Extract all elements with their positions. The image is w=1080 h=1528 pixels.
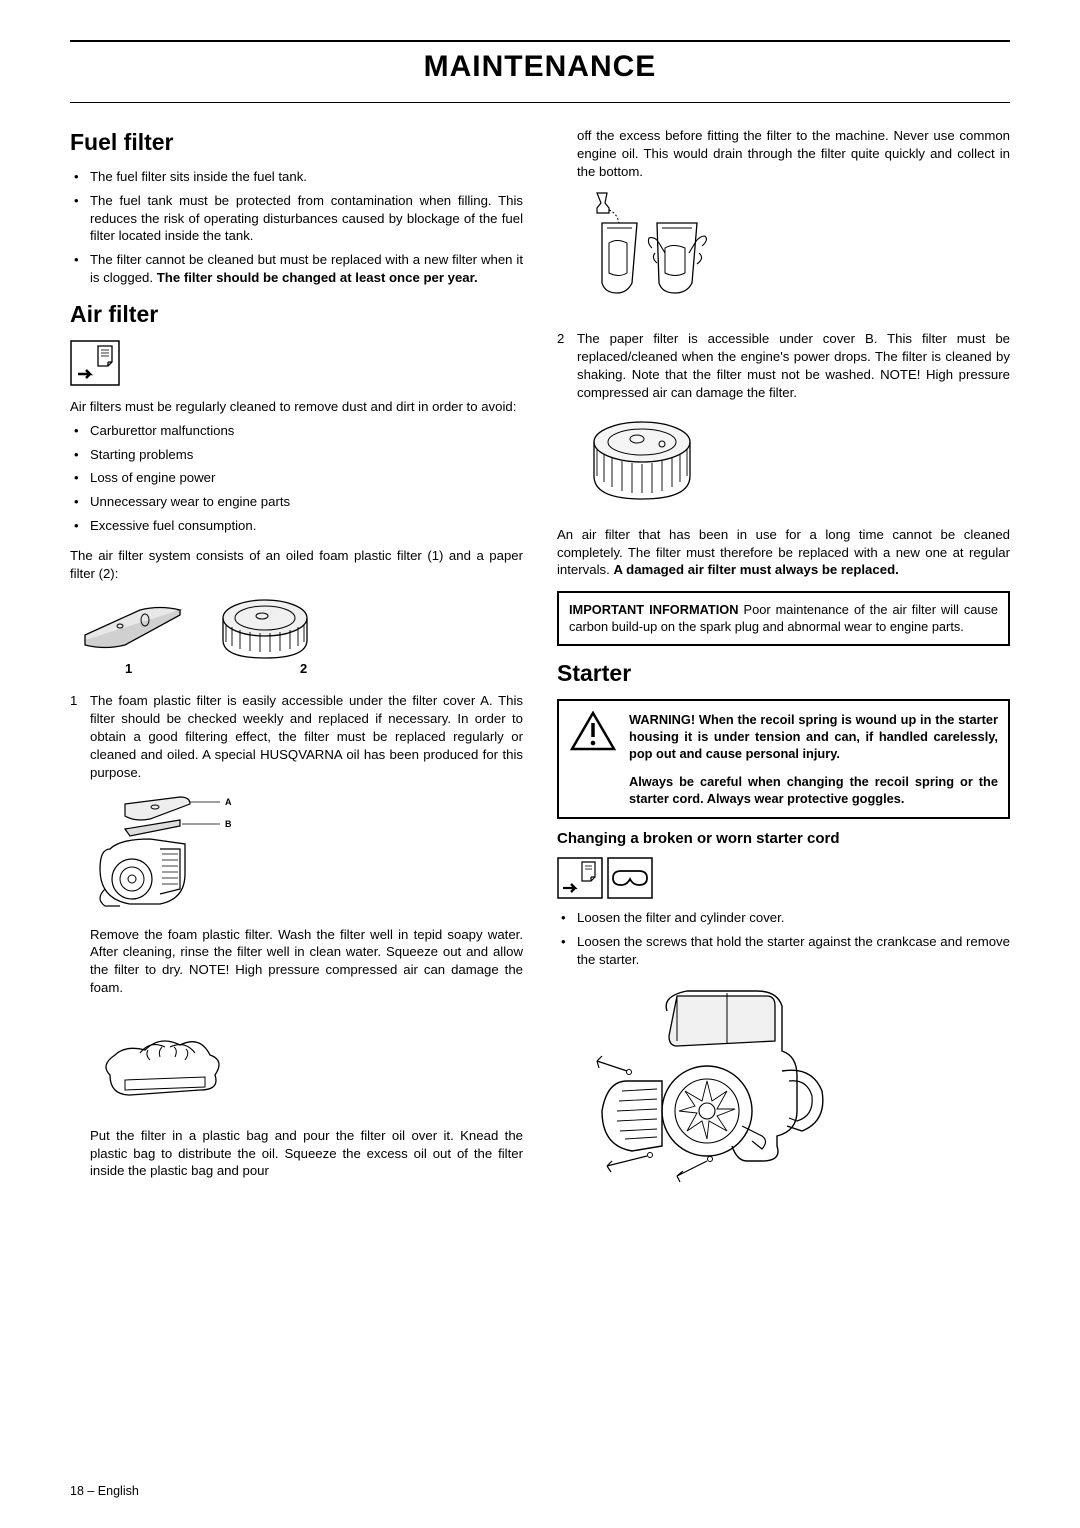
warning-text: WARNING! When the recoil spring is wound… [629, 711, 998, 807]
warning-triangle-icon [569, 711, 617, 753]
wash-filter-text: Remove the foam plastic filter. Wash the… [90, 926, 523, 997]
list-item: Starting problems [70, 446, 523, 464]
svg-text:B: B [225, 819, 232, 829]
page-title: MAINTENANCE [70, 50, 1010, 84]
warning-box: WARNING! When the recoil spring is wound… [557, 699, 1010, 819]
changing-cord-heading: Changing a broken or worn starter cord [557, 829, 1010, 849]
fuel-filter-list: The fuel filter sits inside the fuel tan… [70, 168, 523, 287]
list-item: The filter cannot be cleaned but must be… [70, 251, 523, 287]
content-columns: Fuel filter The fuel filter sits inside … [70, 121, 1010, 1203]
foam-and-paper-filter-diagram: 1 2 [70, 590, 330, 680]
starter-cord-list: Loosen the filter and cylinder cover. Lo… [557, 909, 1010, 968]
top-rule [70, 40, 1010, 42]
list-item: 1The foam plastic filter is easily acces… [70, 692, 523, 781]
list-item: Carburettor malfunctions [70, 422, 523, 440]
manual-ref-icon [70, 340, 120, 386]
remove-starter-diagram [577, 981, 857, 1191]
filter-cover-diagram: A B [90, 794, 280, 914]
svg-text:A: A [225, 797, 232, 807]
list-item: Loosen the filter and cylinder cover. [557, 909, 1010, 927]
foam-filter-steps: 1The foam plastic filter is easily acces… [70, 692, 523, 781]
svg-text:2: 2 [300, 661, 307, 676]
continuation-text: off the excess before fitting the filter… [577, 127, 1010, 180]
air-filter-intro: Air filters must be regularly cleaned to… [70, 398, 523, 416]
list-item: 2The paper filter is accessible under co… [557, 330, 1010, 401]
paper-filter-diagram [577, 414, 707, 514]
svg-text:1: 1 [125, 661, 132, 676]
air-filter-replace-text: An air filter that has been in use for a… [557, 526, 1010, 579]
starter-heading: Starter [557, 658, 1010, 689]
list-item: The fuel filter sits inside the fuel tan… [70, 168, 523, 186]
page-footer: 18 – English [70, 1484, 139, 1498]
list-item: Loosen the screws that hold the starter … [557, 933, 1010, 969]
right-column: off the excess before fitting the filter… [557, 121, 1010, 1203]
squeeze-filter-diagram [90, 1005, 270, 1115]
air-filter-heading: Air filter [70, 299, 523, 330]
fuel-filter-heading: Fuel filter [70, 127, 523, 158]
important-info-box: IMPORTANT INFORMATION Poor maintenance o… [557, 591, 1010, 646]
paper-filter-steps: 2The paper filter is accessible under co… [557, 330, 1010, 401]
manual-ref-icon [557, 857, 603, 899]
list-item: Unnecessary wear to engine parts [70, 493, 523, 511]
pour-oil-diagram [577, 188, 737, 318]
list-item: Loss of engine power [70, 469, 523, 487]
air-filter-avoid-list: Carburettor malfunctions Starting proble… [70, 422, 523, 535]
oil-filter-text: Put the filter in a plastic bag and pour… [90, 1127, 523, 1180]
list-item: Excessive fuel consumption. [70, 517, 523, 535]
title-rule [70, 102, 1010, 103]
goggles-icon [607, 857, 653, 899]
air-filter-system-text: The air filter system consists of an oil… [70, 547, 523, 583]
left-column: Fuel filter The fuel filter sits inside … [70, 121, 523, 1203]
list-item: The fuel tank must be protected from con… [70, 192, 523, 245]
